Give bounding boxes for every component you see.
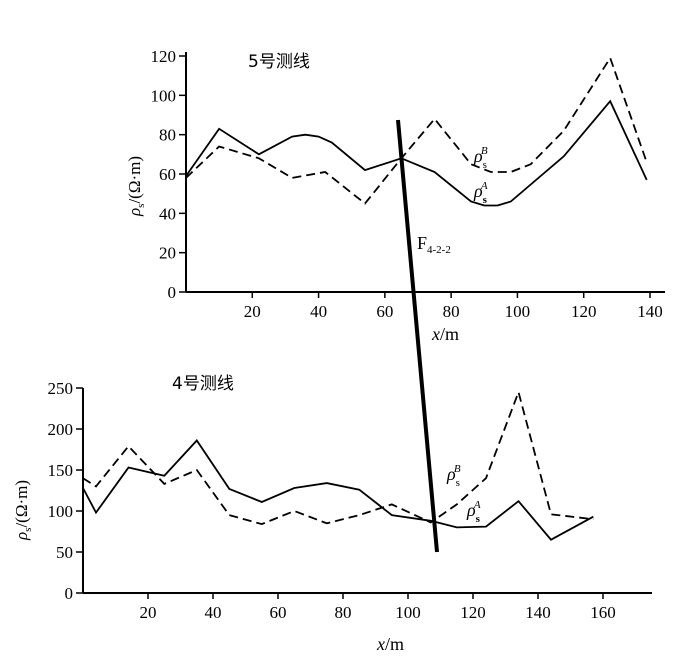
- chart-title-line-5: 5号测线: [248, 52, 310, 72]
- fault-label: F4-2-2: [417, 233, 451, 256]
- series-label-A-bottom: ρsA: [466, 499, 481, 525]
- x-tick-label: 80: [443, 302, 460, 321]
- y-tick-label: 0: [65, 584, 74, 603]
- y-tick-label: 0: [168, 283, 177, 302]
- chart-title-line-4: 4号测线: [172, 374, 234, 394]
- x-tick-label: 140: [637, 302, 663, 321]
- y-ticks-bottom: 0 50 100 150 200 250: [48, 379, 83, 603]
- y-tick-label: 200: [48, 420, 74, 439]
- series-rho-s-B-line-4: [82, 389, 594, 526]
- x-tick-label: 120: [460, 603, 486, 622]
- y-tick-label: 40: [159, 204, 176, 223]
- chart-line-5: 0 20 40 60 80 100 120 20 40 60 80 100 120 140 5号测线 ρ…: [125, 47, 665, 344]
- x-tick-label: 40: [310, 302, 327, 321]
- series-rho-s-B-line-5: [185, 55, 648, 205]
- y-axis-label-bottom: ρs/(Ω·m): [12, 480, 34, 541]
- y-tick-label: 100: [48, 502, 74, 521]
- fault-line: [396, 119, 439, 553]
- x-tick-label: 20: [244, 302, 261, 321]
- y-tick-label: 20: [159, 244, 176, 263]
- y-tick-label: 250: [48, 379, 74, 398]
- y-tick-label: 80: [159, 126, 176, 145]
- y-tick-label: 50: [56, 543, 73, 562]
- x-axis-label-top: x/m: [431, 324, 459, 344]
- x-tick-label: 60: [376, 302, 393, 321]
- series-label-B-bottom: ρsB: [446, 463, 461, 489]
- y-axis-label-top: ρs/(Ω·m): [125, 156, 147, 217]
- series-label-A-top: ρsA: [473, 180, 488, 206]
- x-axis-label-bottom: x/m: [376, 634, 404, 654]
- x-tick-label: 60: [270, 603, 287, 622]
- x-tick-label: 160: [590, 603, 616, 622]
- x-tick-label: 100: [505, 302, 531, 321]
- x-tick-label: 80: [335, 603, 352, 622]
- x-tick-label: 40: [205, 603, 222, 622]
- series-rho-s-A-line-5: [185, 99, 648, 207]
- y-ticks-top: 0 20 40 60 80 100 120: [151, 47, 186, 302]
- series-rho-s-A-line-4: [82, 439, 594, 541]
- x-ticks-top: 20 40 60 80 100 120 140: [244, 292, 663, 321]
- y-tick-label: 60: [159, 165, 176, 184]
- x-ticks-bottom: 20 40 60 80 100 120 140 160: [140, 593, 616, 622]
- x-tick-label: 120: [571, 302, 597, 321]
- y-tick-label: 150: [48, 461, 74, 480]
- y-tick-label: 120: [151, 47, 177, 66]
- x-tick-label: 140: [525, 603, 551, 622]
- x-tick-label: 20: [140, 603, 157, 622]
- x-tick-label: 100: [395, 603, 421, 622]
- series-label-B-top: ρsB: [473, 145, 488, 171]
- y-tick-label: 100: [151, 86, 177, 105]
- chart-line-4: 0 50 100 150 200 250 20 40 60 80 100 120 140 160 4号测…: [12, 374, 652, 654]
